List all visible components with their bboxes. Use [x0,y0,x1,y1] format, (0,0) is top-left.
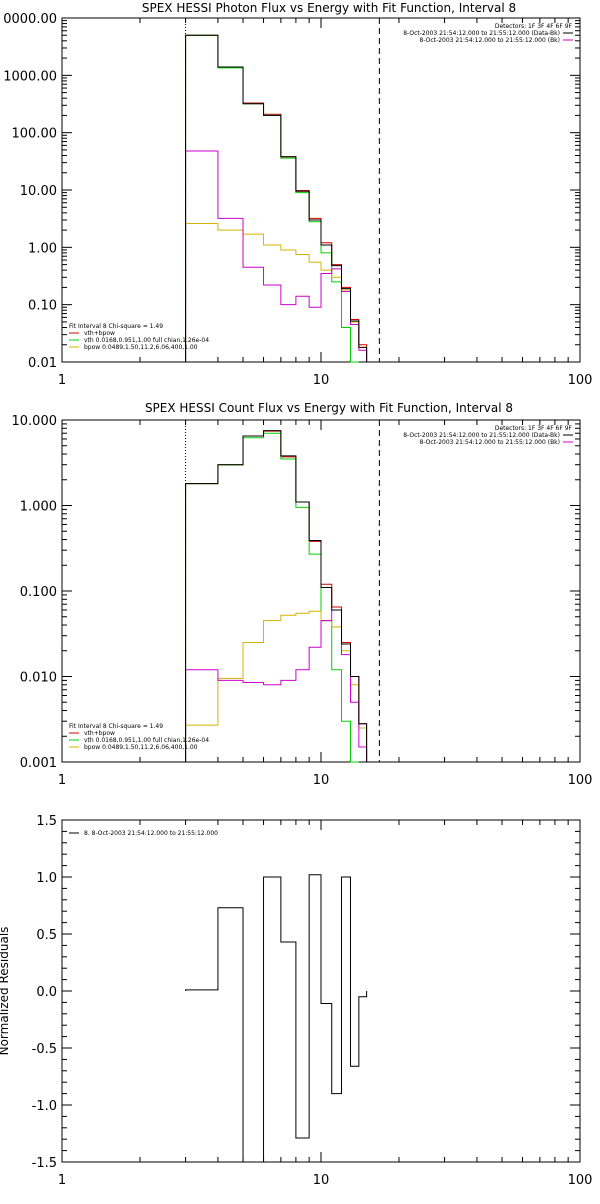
series-line-1 [185,34,368,362]
y-tick-label: 0.010 [20,671,57,686]
y-tick-label: 10.00 [20,184,57,199]
series-line-4 [185,150,368,362]
x-tick-label: 1 [58,773,66,788]
legend-left-label: bpow 0.0489,1.50,11.2,6.06,400,1.00 [84,344,198,351]
series-line-3 [185,610,368,762]
y-tick-label: 0.100 [20,585,57,600]
legend-right-label: Detectors: 1F 3F 4F 6F 9F [495,23,573,30]
series-line-2 [185,432,359,763]
y-tick-label: 10.000 [12,414,58,429]
legend-left-label: bpow 0.0489,1.50,11.2,6.06,400,1.00 [84,744,198,751]
x-tick-label: 100 [568,773,593,788]
legend-left-label: Fit Interval 8 Chi-square = 1.49 [69,323,163,330]
legend-left-label: 8. 8-Oct-2003 21:54:12.000 to 21:55:12.0… [84,830,218,837]
series-line-5 [185,34,368,362]
x-tick-label: 1 [58,373,66,388]
x-tick-label: 10 [313,773,330,788]
y-axis-label: Normalized Residuals [0,927,11,1056]
y-tick-label: 1.0 [36,871,57,886]
chart-title: SPEX HESSI Count Flux vs Energy with Fit… [145,401,513,415]
legend-right-label: Detectors: 1F 3F 4F 6F 9F [495,425,573,432]
y-tick-label: -0.5 [32,1042,57,1057]
series-line-3 [185,223,368,362]
legend-left-label: vth+bpow [84,730,115,737]
legend-left-label: Fit Interval 8 Chi-square = 1.49 [69,723,163,730]
y-tick-label: 0.5 [36,928,57,943]
y-tick-label: 0.10 [28,299,57,314]
y-tick-label: 0.001 [20,756,57,771]
chart-panel-1: SPEX HESSI Photon Flux vs Energy with Fi… [3,1,592,388]
y-tick-label: 0000.00 [3,12,57,27]
y-tick-label: 1.00 [28,241,57,256]
y-tick-label: 100.00 [12,127,58,142]
x-tick-label: 100 [568,1173,593,1188]
y-tick-label: 1000.00 [3,69,57,84]
chart-panel-2: SPEX HESSI Count Flux vs Energy with Fit… [12,401,593,788]
x-tick-label: 1 [58,1173,66,1188]
y-tick-label: 0.01 [28,356,57,371]
series-line-4 [185,609,368,762]
y-tick-label: 1.000 [20,500,57,515]
chart-title: SPEX HESSI Photon Flux vs Energy with Fi… [142,1,516,15]
legend-left-label: vth 0.0168,0.951,1.00 full chian,1.26e-0… [84,337,209,344]
y-tick-label: 0.0 [36,985,57,1000]
series-line-1 [185,430,378,763]
legend-left-label: vth 0.0168,0.951,1.00 full chian,1.26e-0… [84,737,209,744]
legend-right-label: 8-Oct-2003 21:54:12.000 to 21:55:12.000 … [420,439,561,446]
legend-right-label: 8-Oct-2003 21:54:12.000 to 21:55:12.000 … [403,432,560,439]
plot-frame [61,17,581,363]
x-tick-label: 10 [313,373,330,388]
series-line-5 [185,430,378,763]
x-tick-label: 100 [568,373,593,388]
legend-left-label: vth+bpow [84,330,115,337]
chart-panel-3: 1 10 100 -1.5 -1.0 -0.5 0.0 0.5 1.0 1.5 Normalized… [0,814,592,1188]
y-tick-label: -1.5 [32,1156,57,1171]
series-line-1 [185,874,368,1163]
y-tick-label: -1.0 [32,1099,57,1114]
legend-right-label: 8-Oct-2003 21:54:12.000 to 21:55:12.000 … [420,37,561,44]
legend-right-label: 8-Oct-2003 21:54:12.000 to 21:55:12.000 … [403,30,560,37]
series-line-2 [185,34,359,363]
y-tick-label: 1.5 [36,814,57,829]
x-tick-label: 10 [313,1173,330,1188]
